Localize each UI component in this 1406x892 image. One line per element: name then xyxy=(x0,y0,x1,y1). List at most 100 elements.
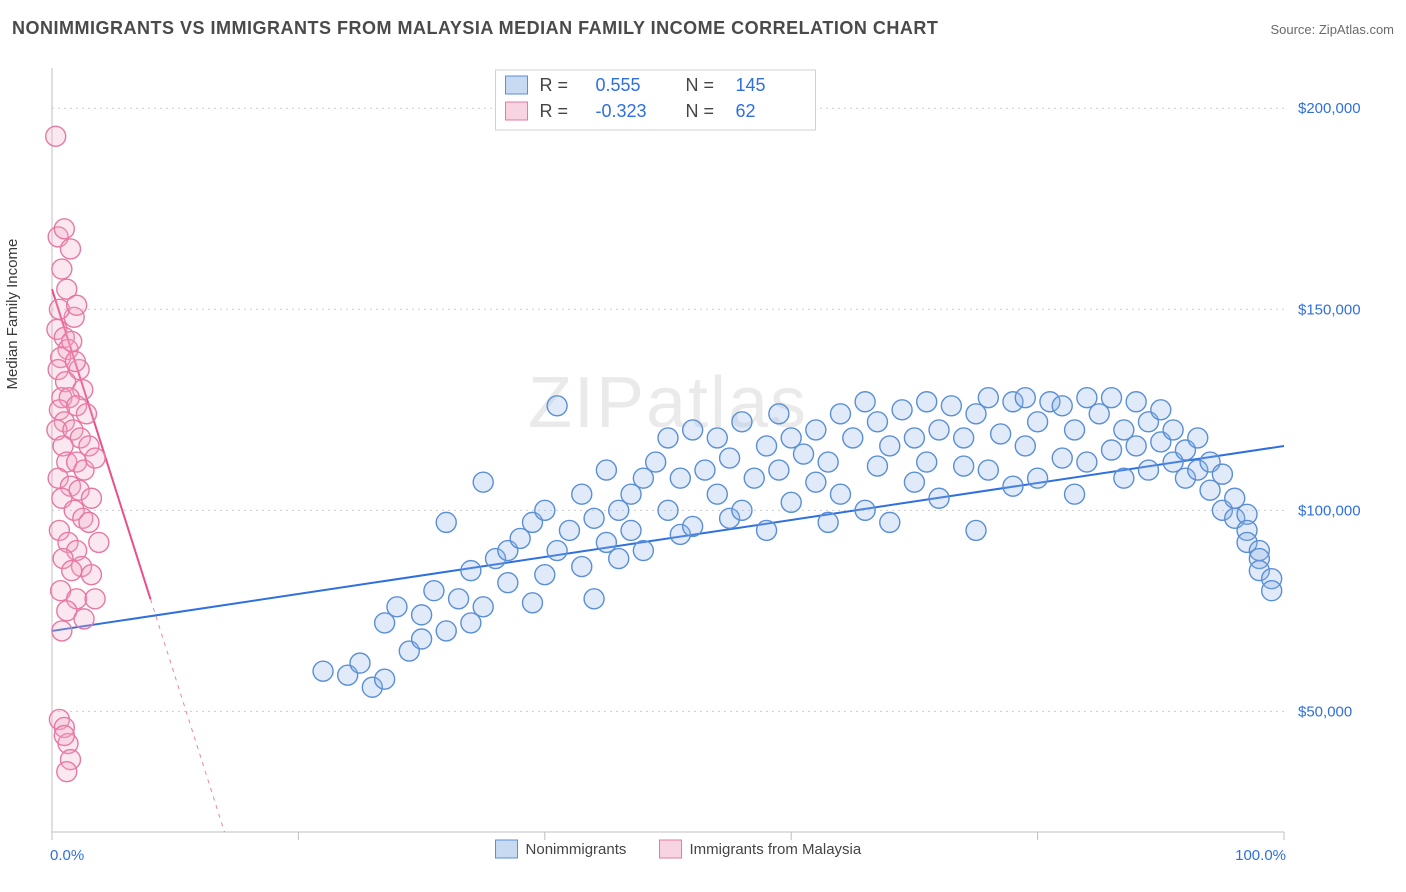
data-point xyxy=(60,239,80,259)
data-point xyxy=(1077,452,1097,472)
data-point xyxy=(855,392,875,412)
svg-text:N =: N = xyxy=(686,101,715,121)
data-point xyxy=(85,448,105,468)
data-point xyxy=(57,762,77,782)
data-point xyxy=(707,428,727,448)
data-point xyxy=(954,456,974,476)
data-point xyxy=(547,396,567,416)
data-point xyxy=(732,412,752,432)
data-point xyxy=(387,597,407,617)
data-point xyxy=(732,500,752,520)
svg-text:62: 62 xyxy=(736,101,756,121)
svg-text:145: 145 xyxy=(736,75,766,95)
data-point xyxy=(89,532,109,552)
legend-label: Nonimmigrants xyxy=(526,841,627,858)
data-point xyxy=(978,460,998,480)
data-point xyxy=(81,488,101,508)
data-point xyxy=(744,468,764,488)
chart-header: NONIMMIGRANTS VS IMMIGRANTS FROM MALAYSI… xyxy=(12,18,1394,39)
data-point xyxy=(473,472,493,492)
data-point xyxy=(806,472,826,492)
data-point xyxy=(695,460,715,480)
data-point xyxy=(436,621,456,641)
y-tick-label: $150,000 xyxy=(1298,301,1361,318)
data-point xyxy=(658,428,678,448)
data-point xyxy=(424,581,444,601)
data-point xyxy=(62,561,82,581)
data-point xyxy=(375,669,395,689)
data-point xyxy=(1065,484,1085,504)
data-point xyxy=(1028,468,1048,488)
data-point xyxy=(609,549,629,569)
data-point xyxy=(904,472,924,492)
data-point xyxy=(54,725,74,745)
data-point xyxy=(559,520,579,540)
plot-area: Median Family Income $50,000$100,000$150… xyxy=(12,50,1394,880)
svg-text:R =: R = xyxy=(540,75,569,95)
data-point xyxy=(449,589,469,609)
data-point xyxy=(1114,468,1134,488)
scatter-chart: $50,000$100,000$150,000$200,0000.0%100.0… xyxy=(12,50,1394,880)
data-point xyxy=(1102,440,1122,460)
data-point xyxy=(720,448,740,468)
y-tick-label: $100,000 xyxy=(1298,502,1361,519)
data-point xyxy=(1188,428,1208,448)
svg-text:0.555: 0.555 xyxy=(596,75,641,95)
y-tick-label: $50,000 xyxy=(1298,703,1352,720)
data-point xyxy=(991,424,1011,444)
data-point xyxy=(436,512,456,532)
data-point xyxy=(1052,448,1072,468)
data-point xyxy=(941,396,961,416)
data-point xyxy=(633,541,653,561)
data-point xyxy=(85,589,105,609)
data-point xyxy=(1028,412,1048,432)
data-point xyxy=(830,404,850,424)
data-point xyxy=(74,609,94,629)
data-point xyxy=(52,621,72,641)
y-tick-label: $200,000 xyxy=(1298,100,1361,117)
data-point xyxy=(1126,436,1146,456)
data-point xyxy=(473,597,493,617)
data-point xyxy=(1212,464,1232,484)
data-point xyxy=(683,516,703,536)
data-point xyxy=(621,520,641,540)
data-point xyxy=(461,561,481,581)
data-point xyxy=(313,661,333,681)
data-point xyxy=(794,444,814,464)
data-point xyxy=(966,520,986,540)
data-point xyxy=(867,456,887,476)
data-point xyxy=(892,400,912,420)
data-point xyxy=(917,452,937,472)
data-point xyxy=(350,653,370,673)
data-point xyxy=(1138,460,1158,480)
data-point xyxy=(62,331,82,351)
data-point xyxy=(535,500,555,520)
data-point xyxy=(929,488,949,508)
data-point xyxy=(929,420,949,440)
data-point xyxy=(65,352,85,372)
data-point xyxy=(584,589,604,609)
svg-text:N =: N = xyxy=(686,75,715,95)
data-point xyxy=(904,428,924,448)
data-point xyxy=(1126,392,1146,412)
data-point xyxy=(781,492,801,512)
data-point xyxy=(67,295,87,315)
data-point xyxy=(670,468,690,488)
data-point xyxy=(535,565,555,585)
data-point xyxy=(412,605,432,625)
data-point xyxy=(978,388,998,408)
data-point xyxy=(757,520,777,540)
source-attribution: Source: ZipAtlas.com xyxy=(1270,22,1394,37)
data-point xyxy=(757,436,777,456)
data-point xyxy=(584,508,604,528)
data-point xyxy=(880,436,900,456)
svg-text:R =: R = xyxy=(540,101,569,121)
data-point xyxy=(707,484,727,504)
data-point xyxy=(830,484,850,504)
chart-title: NONIMMIGRANTS VS IMMIGRANTS FROM MALAYSI… xyxy=(12,18,938,39)
data-point xyxy=(1151,400,1171,420)
stats-box: R =0.555N =145R =-0.323N =62 xyxy=(496,70,816,130)
data-point xyxy=(1102,388,1122,408)
data-point xyxy=(855,500,875,520)
data-point xyxy=(1163,420,1183,440)
